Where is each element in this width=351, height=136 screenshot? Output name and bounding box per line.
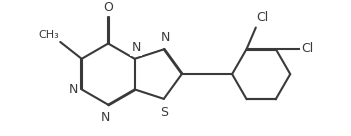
Text: N: N [132, 41, 141, 54]
Text: Cl: Cl [257, 11, 269, 24]
Text: N: N [132, 41, 141, 54]
Text: N: N [68, 83, 78, 96]
Text: Cl: Cl [302, 42, 314, 55]
Text: N: N [161, 31, 170, 44]
Text: N: N [101, 111, 111, 124]
Text: O: O [103, 1, 113, 14]
Text: Cl: Cl [302, 42, 314, 55]
Text: S: S [160, 106, 168, 119]
Text: N: N [161, 31, 170, 44]
Text: Cl: Cl [257, 11, 269, 24]
Text: N: N [68, 83, 78, 96]
Text: CH₃: CH₃ [38, 30, 59, 40]
Text: CH₃: CH₃ [38, 30, 59, 40]
Text: O: O [103, 1, 113, 14]
Text: S: S [160, 106, 168, 119]
Text: N: N [101, 111, 111, 124]
